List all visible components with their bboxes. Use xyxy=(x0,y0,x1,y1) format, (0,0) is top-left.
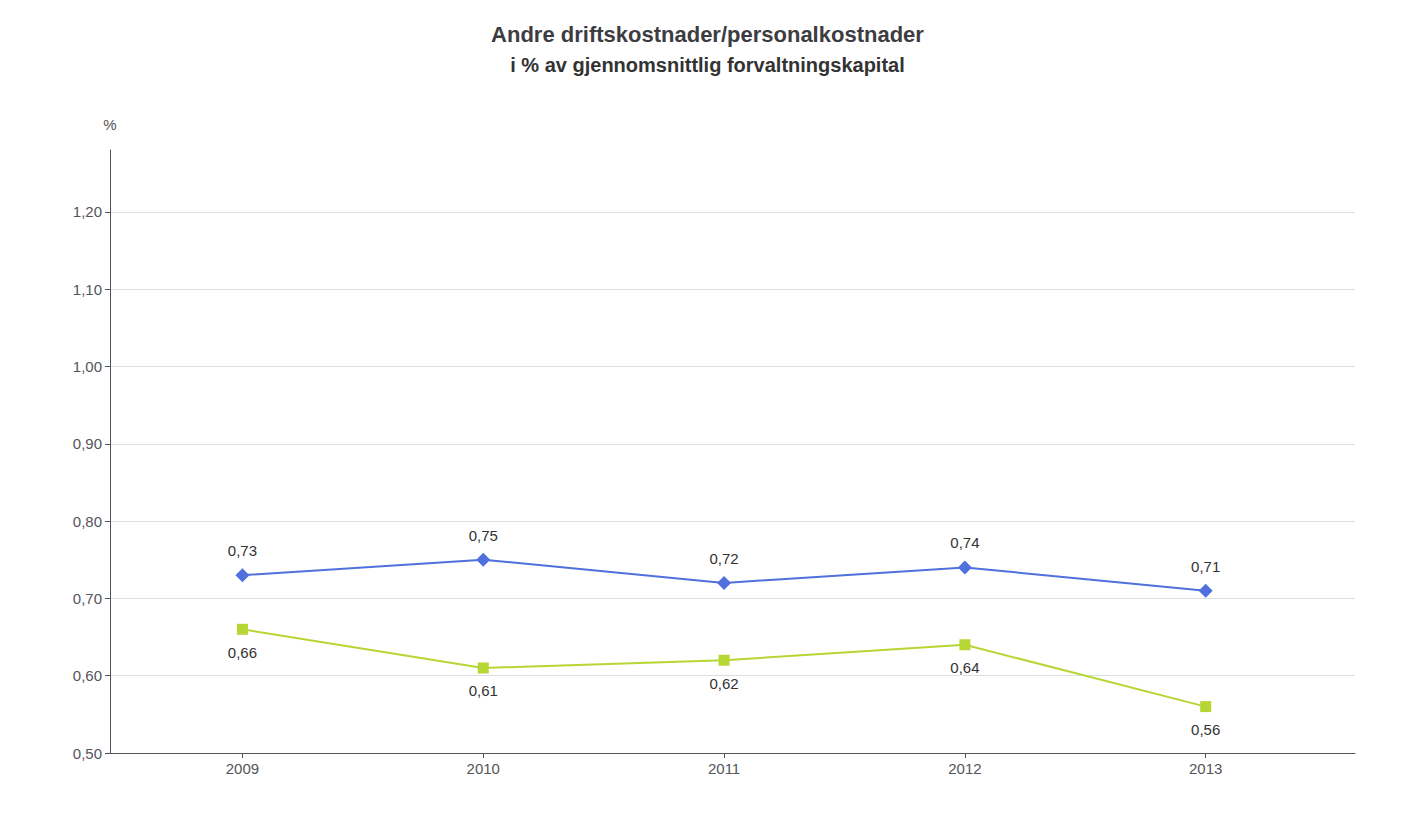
svg-text:2010: 2010 xyxy=(467,760,500,777)
svg-text:0,61: 0,61 xyxy=(469,682,498,699)
svg-text:0,72: 0,72 xyxy=(709,550,738,567)
svg-text:0,64: 0,64 xyxy=(950,659,979,676)
svg-text:1,00: 1,00 xyxy=(73,358,102,375)
svg-text:0,50: 0,50 xyxy=(73,745,102,762)
svg-text:0,60: 0,60 xyxy=(73,667,102,684)
svg-text:0,73: 0,73 xyxy=(228,542,257,559)
svg-text:2009: 2009 xyxy=(226,760,259,777)
svg-text:0,56: 0,56 xyxy=(1191,721,1220,738)
svg-text:0,62: 0,62 xyxy=(709,675,738,692)
svg-text:%: % xyxy=(103,116,116,133)
svg-text:0,66: 0,66 xyxy=(228,644,257,661)
svg-text:2012: 2012 xyxy=(948,760,981,777)
svg-text:i % av gjennomsnittlig forvalt: i % av gjennomsnittlig forvaltningskapit… xyxy=(510,54,905,76)
svg-text:0,80: 0,80 xyxy=(73,513,102,530)
svg-text:2011: 2011 xyxy=(708,760,740,777)
svg-text:Andre driftskostnader/personal: Andre driftskostnader/personalkostnader xyxy=(491,22,924,47)
svg-text:1,10: 1,10 xyxy=(73,281,102,298)
svg-text:0,90: 0,90 xyxy=(73,435,102,452)
svg-text:0,71: 0,71 xyxy=(1191,558,1220,575)
svg-text:1,20: 1,20 xyxy=(73,203,102,220)
svg-text:2013: 2013 xyxy=(1189,760,1222,777)
svg-text:0,74: 0,74 xyxy=(950,534,979,551)
svg-text:0,75: 0,75 xyxy=(469,527,498,544)
svg-text:0,70: 0,70 xyxy=(73,590,102,607)
